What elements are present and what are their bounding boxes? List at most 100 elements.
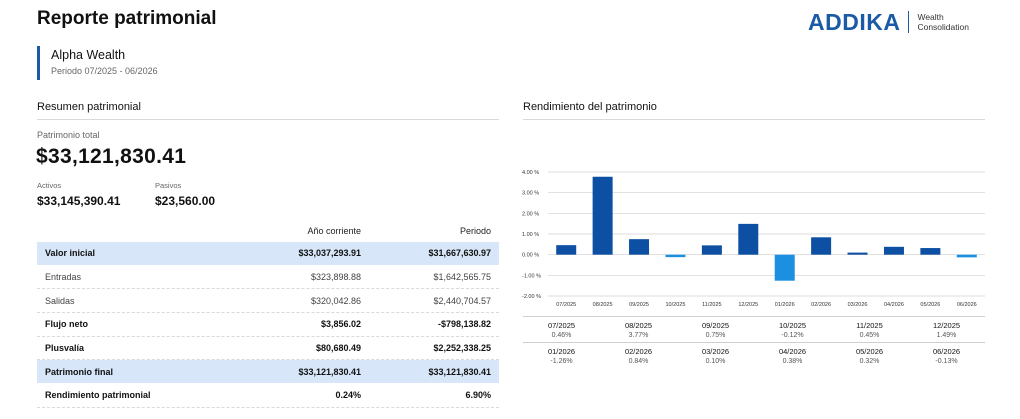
total-value: $33,121,830.41 — [36, 145, 187, 168]
monthly-return-month: 10/2025 — [778, 321, 807, 330]
x-tick-label: 06/2026 — [957, 302, 977, 308]
bar — [738, 223, 759, 255]
monthly-return-cell: 10/2025 -0.12% — [754, 321, 831, 339]
summary-section-title: Resumen patrimonial — [37, 101, 141, 113]
performance-section-title: Rendimiento del patrimonio — [523, 101, 657, 113]
monthly-return-cell: 11/2025 0.45% — [831, 321, 908, 339]
monthly-return-cell: 02/2026 0.84% — [600, 347, 677, 365]
performance-bar-chart: -2.00 % -1.00 % 0.00 % 1.00 % 2.00 % 3.00 % 4.… — [522, 170, 985, 308]
logo-divider — [908, 11, 910, 33]
row-ytd-value: $80,680.49 — [315, 343, 361, 354]
client-name: Alpha Wealth — [51, 48, 126, 62]
monthly-returns-row-2: 01/2026 -1.26% 02/2026 0.84% 03/2026 0.10% 04/… — [523, 342, 985, 368]
monthly-return-month: 07/2025 — [547, 321, 576, 330]
monthly-return-value: -0.13% — [935, 358, 958, 365]
row-ytd-value: $320,042.86 — [310, 295, 361, 306]
row-ytd-value: $33,121,830.41 — [298, 366, 361, 377]
monthly-return-value: 0.75% — [705, 332, 726, 339]
logo-wordmark: ADDIKA — [808, 8, 901, 35]
table-row: Plusvalía $80,680.49 $2,252,338.25 — [37, 337, 499, 361]
bar — [665, 254, 686, 258]
summary-table-header: Año corriente Periodo — [37, 219, 499, 242]
monthly-return-cell: 07/2025 0.46% — [523, 321, 600, 339]
y-tick-label: 3.00 % — [522, 191, 539, 197]
row-period-value: $2,440,704.57 — [433, 295, 491, 306]
summary-divider — [37, 119, 499, 120]
x-tick-label: 03/2026 — [848, 302, 868, 308]
x-tick-label: 09/2025 — [629, 302, 649, 308]
summary-table: Año corriente Periodo Valor inicial $33,… — [37, 219, 499, 408]
y-tick-label: 1.00 % — [522, 232, 539, 238]
monthly-return-month: 05/2026 — [855, 347, 884, 356]
monthly-return-month: 03/2026 — [701, 347, 730, 356]
monthly-return-cell: 03/2026 0.10% — [677, 347, 754, 365]
x-tick-label: 02/2026 — [811, 302, 831, 308]
assets-value: $33,145,390.41 — [37, 194, 121, 208]
monthly-return-cell: 12/2025 1.49% — [908, 321, 985, 339]
x-tick-label: 05/2026 — [920, 302, 940, 308]
monthly-return-month: 08/2025 — [624, 321, 653, 330]
monthly-return-month: 11/2025 — [856, 321, 883, 330]
monthly-return-value: 3.77% — [628, 332, 649, 339]
bar — [701, 245, 722, 255]
row-period-value: 6.90% — [465, 390, 491, 401]
bar — [774, 254, 795, 281]
liabilities-label: Pasivos — [155, 181, 182, 190]
row-period-value: $31,667,630.97 — [428, 248, 491, 259]
bar — [629, 239, 650, 255]
monthly-return-value: 0.32% — [859, 358, 880, 365]
total-label: Patrimonio total — [37, 130, 100, 140]
logo-subtitle: Wealth Consolidation — [917, 12, 969, 32]
row-label: Flujo neto — [45, 319, 88, 330]
monthly-return-value: -0.12% — [781, 332, 804, 339]
row-label: Rendimiento patrimonial — [45, 390, 151, 401]
monthly-return-cell: 08/2025 3.77% — [600, 321, 677, 339]
monthly-return-cell: 05/2026 0.32% — [831, 347, 908, 365]
y-tick-label: 2.00 % — [522, 211, 539, 217]
row-ytd-value: 0.24% — [335, 390, 361, 401]
client-block: Alpha Wealth Periodo 07/2025 - 06/2026 — [37, 46, 158, 80]
y-tick-label: 4.00 % — [522, 170, 539, 176]
column-header-ytd: Año corriente — [307, 225, 361, 236]
row-period-value: -$798,138.82 — [437, 319, 491, 330]
bar — [920, 248, 941, 255]
monthly-return-value: 0.84% — [628, 358, 649, 365]
assets-label: Activos — [37, 181, 62, 190]
x-tick-label: 08/2025 — [593, 302, 613, 308]
monthly-return-month: 01/2026 — [547, 347, 576, 356]
row-label: Valor inicial — [45, 248, 96, 259]
row-ytd-value: $323,898.88 — [310, 272, 361, 283]
bar — [956, 254, 977, 258]
row-period-value: $2,252,338.25 — [433, 343, 491, 354]
bar — [592, 176, 613, 255]
row-ytd-value: $3,856.02 — [320, 319, 361, 330]
bar — [883, 246, 904, 255]
addika-logo: ADDIKA Wealth Consolidation — [808, 8, 969, 36]
logo-sub-line-2: Consolidation — [917, 22, 969, 32]
table-row: Entradas $323,898.88 $1,642,565.75 — [37, 266, 499, 290]
client-period: Periodo 07/2025 - 06/2026 — [51, 66, 158, 76]
monthly-return-value: 0.46% — [551, 332, 572, 339]
x-tick-label: 12/2025 — [738, 302, 758, 308]
bar — [811, 237, 832, 255]
monthly-return-value: -1.26% — [550, 358, 573, 365]
row-label: Patrimonio final — [45, 366, 114, 377]
y-tick-label: 0.00 % — [522, 253, 539, 259]
row-label: Entradas — [45, 272, 82, 283]
column-header-period: Periodo — [459, 225, 491, 236]
monthly-return-month: 06/2026 — [932, 347, 961, 356]
monthly-return-cell: 09/2025 0.75% — [677, 321, 754, 339]
monthly-return-month: 04/2026 — [778, 347, 807, 356]
row-label: Salidas — [45, 295, 75, 306]
x-tick-label: 10/2025 — [666, 302, 686, 308]
row-ytd-value: $33,037,293.91 — [298, 248, 361, 259]
liabilities-value: $23,560.00 — [155, 194, 216, 208]
monthly-return-cell: 04/2026 0.38% — [754, 347, 831, 365]
report-title: Reporte patrimonial — [37, 8, 217, 29]
monthly-returns-row: 01/2026 -1.26% 02/2026 0.84% 03/2026 0.10% 04/… — [523, 342, 985, 368]
row-period-value: $33,121,830.41 — [428, 366, 491, 377]
table-row: Rendimiento patrimonial 0.24% 6.90% — [37, 384, 499, 408]
y-tick-label: -2.00 % — [522, 294, 541, 300]
table-row: Valor inicial $33,037,293.91 $31,667,630… — [37, 242, 499, 266]
monthly-return-month: 12/2025 — [932, 321, 961, 330]
